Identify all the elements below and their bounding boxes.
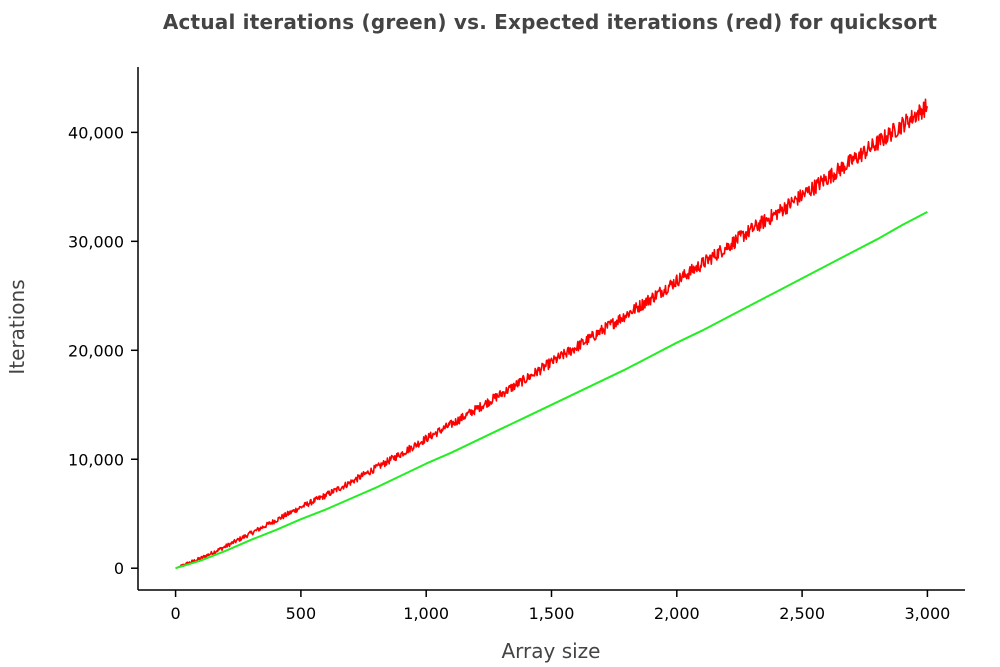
x-axis-title: Array size [501, 639, 600, 663]
series-line-1 [175, 98, 929, 569]
chart-title: Actual iterations (green) vs. Expected i… [162, 10, 938, 34]
y-tick-label: 10,000 [68, 450, 124, 469]
y-tick-label: 40,000 [68, 123, 124, 142]
x-tick-label: 2,000 [654, 604, 700, 623]
x-tick-label: 3,000 [905, 604, 951, 623]
y-axis-title: Iterations [5, 279, 29, 374]
axes-layer: 0 500 1,000 1,500 2,000 2,500 3,000 0 10,000 20,0… [68, 67, 965, 623]
y-tick-label: 20,000 [68, 341, 124, 360]
x-tick-label: 500 [286, 604, 317, 623]
series-line-2 [175, 211, 928, 570]
y-tick-label: 0 [114, 559, 124, 578]
x-tick-label: 0 [170, 604, 180, 623]
series-layer [175, 98, 929, 570]
y-tick-label: 30,000 [68, 232, 124, 251]
x-tick-label: 2,500 [779, 604, 825, 623]
x-tick-label: 1,000 [403, 604, 449, 623]
x-tick-label: 1,500 [529, 604, 575, 623]
